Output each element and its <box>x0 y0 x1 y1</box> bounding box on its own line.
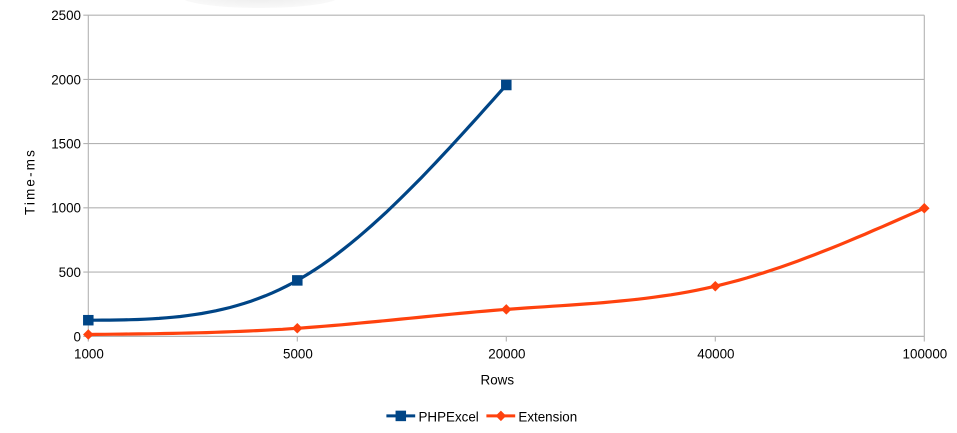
svg-text:Time-ms: Time-ms <box>22 148 37 215</box>
svg-text:500: 500 <box>59 265 81 280</box>
svg-text:Rows: Rows <box>481 372 515 387</box>
svg-text:5000: 5000 <box>283 346 313 361</box>
svg-text:Extension: Extension <box>518 409 577 424</box>
svg-text:20000: 20000 <box>488 346 525 361</box>
svg-text:PHPExcel: PHPExcel <box>419 409 479 424</box>
svg-text:2000: 2000 <box>51 72 81 87</box>
svg-text:2500: 2500 <box>51 8 81 23</box>
svg-text:1000: 1000 <box>51 201 81 216</box>
svg-text:100000: 100000 <box>903 346 948 361</box>
svg-text:1000: 1000 <box>74 346 104 361</box>
svg-text:40000: 40000 <box>697 346 734 361</box>
svg-text:0: 0 <box>74 329 81 344</box>
svg-text:1500: 1500 <box>51 137 81 152</box>
